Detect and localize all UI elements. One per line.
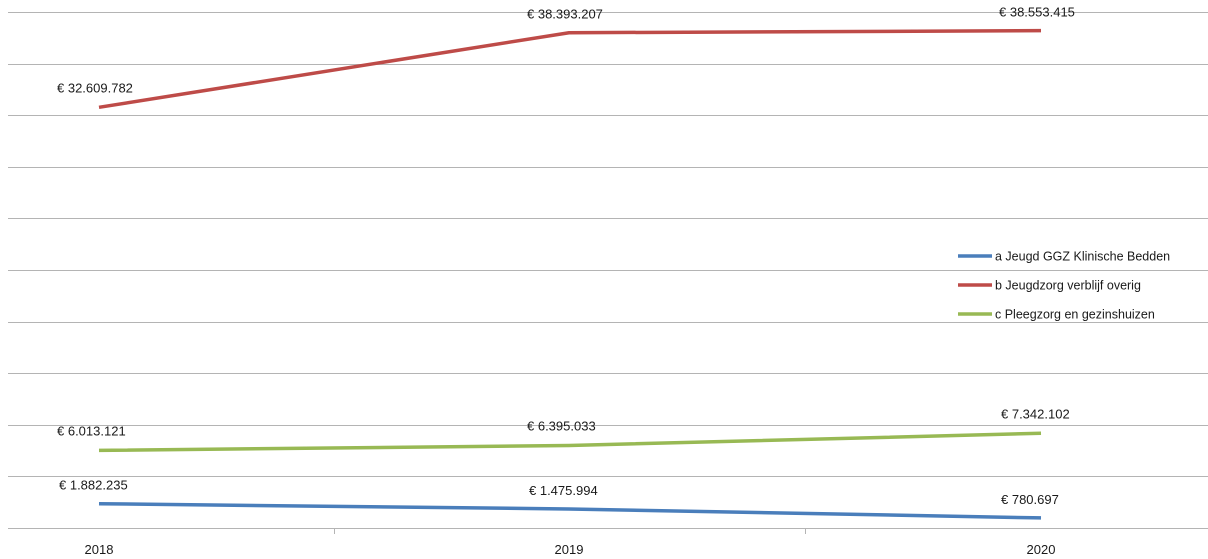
legend-label: a Jeugd GGZ Klinische Bedden	[995, 250, 1170, 264]
data-label: € 6.395.033	[527, 419, 596, 434]
series-line-2	[98, 28, 1042, 110]
data-label: € 780.697	[1001, 492, 1059, 507]
data-label: € 38.553.415	[999, 5, 1075, 20]
gridlines	[8, 12, 1208, 529]
data-label: € 32.609.782	[57, 80, 133, 95]
x-axis: 2018 2019 2020	[85, 528, 1056, 557]
data-labels: € 1.882.235 € 1.475.994 € 780.697 € 32.609.…	[57, 5, 1075, 507]
series-line-1	[98, 501, 1042, 520]
legend-label: c Pleegzorg en gezinshuizen	[995, 308, 1155, 322]
series-line-3	[98, 431, 1042, 453]
x-tick-label: 2020	[1027, 542, 1056, 557]
legend: a Jeugd GGZ Klinische Bedden b Jeugdzorg …	[958, 250, 1170, 322]
legend-label: b Jeugdzorg verblijf overig	[995, 279, 1141, 293]
data-label: € 1.882.235	[59, 478, 128, 493]
x-tick-label: 2019	[555, 542, 584, 557]
data-label: € 6.013.121	[57, 423, 126, 438]
data-label: € 7.342.102	[1001, 406, 1070, 421]
data-label: € 1.475.994	[529, 483, 598, 498]
series-lines	[98, 28, 1042, 520]
data-label: € 38.393.207	[527, 7, 603, 22]
x-tick-label: 2018	[85, 542, 114, 557]
